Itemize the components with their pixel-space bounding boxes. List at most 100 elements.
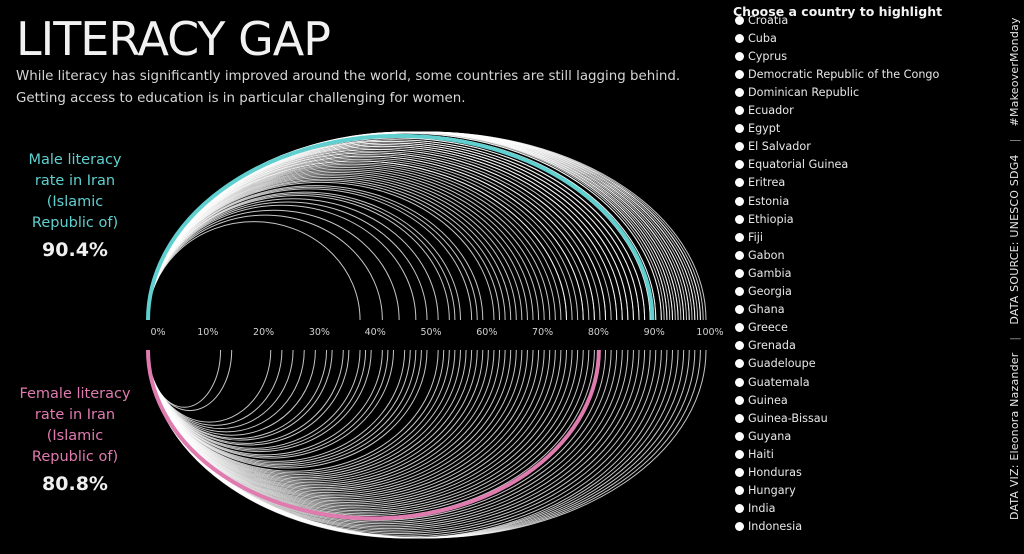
male-arc[interactable] [147, 131, 696, 321]
country-option[interactable]: Estonia [735, 192, 789, 210]
male-arc[interactable] [147, 181, 495, 321]
country-option[interactable]: Ecuador [735, 102, 794, 120]
country-option[interactable]: Hungary [735, 482, 796, 500]
country-option[interactable]: Indonesia [735, 518, 802, 536]
country-option[interactable]: El Salvador [735, 138, 811, 156]
radio-icon[interactable] [735, 504, 744, 514]
axis-tick-label: 20% [253, 327, 274, 338]
radio-icon[interactable] [735, 33, 744, 43]
country-picker: Croatia Cuba Cyprus Democratic Republic of … [733, 0, 983, 554]
country-option[interactable]: Guinea [735, 391, 788, 409]
radio-icon[interactable] [735, 341, 744, 351]
radio-icon[interactable] [735, 196, 744, 206]
country-option[interactable]: Haiti [735, 445, 774, 463]
female-arc[interactable] [147, 349, 629, 528]
country-option[interactable]: Cyprus [735, 47, 787, 65]
radio-icon[interactable] [735, 268, 744, 278]
axis-tick-label: 40% [365, 327, 386, 338]
country-option[interactable]: Fiji [735, 228, 763, 246]
male-literacy-value: 90.4% [42, 239, 108, 261]
country-option[interactable]: Gabon [735, 246, 785, 264]
radio-icon[interactable] [735, 51, 744, 61]
country-option[interactable]: Guinea-Bissau [735, 409, 828, 427]
radio-icon[interactable] [735, 178, 744, 188]
male-arc[interactable] [147, 150, 601, 321]
radio-icon[interactable] [735, 305, 744, 315]
radio-icon[interactable] [735, 377, 744, 387]
male-arc[interactable] [147, 131, 696, 321]
male-arc[interactable] [147, 176, 512, 321]
country-option[interactable]: Equatorial Guinea [735, 156, 848, 174]
male-arc[interactable] [147, 131, 665, 321]
country-option-label: Estonia [748, 194, 790, 208]
male-arc[interactable] [147, 131, 668, 321]
radio-icon[interactable] [735, 431, 744, 441]
radio-icon[interactable] [735, 232, 744, 242]
female-arc[interactable] [147, 349, 601, 520]
male-arc[interactable] [147, 131, 668, 321]
male-arc[interactable] [147, 149, 607, 321]
male-arc[interactable] [147, 142, 629, 321]
radio-icon[interactable] [735, 142, 744, 152]
male-arc[interactable] [147, 149, 607, 321]
country-option[interactable]: Ethiopia [735, 210, 794, 228]
male-arc[interactable] [147, 175, 517, 321]
male-arc[interactable] [147, 152, 595, 321]
female-literacy-label: Female literacy rate in Iran (Islamic Re… [14, 384, 136, 495]
country-option-label: Guinea [748, 393, 788, 407]
radio-icon[interactable] [735, 413, 744, 423]
country-option[interactable]: Gambia [735, 264, 792, 282]
country-option[interactable]: Georgia [735, 283, 792, 301]
female-arc[interactable] [147, 349, 668, 539]
radio-icon[interactable] [735, 287, 744, 296]
country-option[interactable]: Egypt [735, 120, 780, 138]
male-arc[interactable] [147, 173, 523, 321]
country-option[interactable]: Eritrea [735, 174, 785, 192]
female-arcs-group [146, 349, 707, 539]
radio-icon[interactable] [735, 106, 744, 115]
male-arc[interactable] [147, 152, 595, 321]
radio-icon[interactable] [735, 522, 744, 532]
radio-icon[interactable] [735, 486, 744, 496]
credit-viz: DATA VIZ: Eleonora Nazander [1008, 352, 1021, 520]
male-arc[interactable] [147, 153, 590, 321]
radio-icon[interactable] [735, 160, 744, 170]
country-option[interactable]: Democratic Republic of the Congo [735, 65, 939, 83]
radio-icon[interactable] [735, 15, 744, 25]
male-arc[interactable] [147, 142, 629, 321]
country-option[interactable]: Guatemala [735, 373, 810, 391]
radio-icon[interactable] [735, 359, 744, 369]
country-option[interactable]: Guyana [735, 427, 791, 445]
male-highlight-arc[interactable] [146, 133, 655, 321]
radio-icon[interactable] [735, 323, 744, 333]
male-arc[interactable] [147, 131, 687, 321]
female-arc[interactable] [147, 349, 523, 497]
female-arc[interactable] [147, 349, 484, 485]
country-option[interactable]: Croatia [735, 11, 788, 29]
radio-icon[interactable] [735, 395, 744, 405]
axis-ticks-group: 0% 10% 20% 30% 40% 50% 60% 70% 80% 90% 100% [150, 327, 723, 338]
radio-icon[interactable] [735, 87, 744, 97]
country-option[interactable]: Ghana [735, 301, 785, 319]
radio-icon[interactable] [735, 124, 744, 134]
country-option-label: Guyana [748, 429, 792, 443]
country-option[interactable]: Cuba [735, 29, 777, 47]
male-arc[interactable] [147, 131, 693, 321]
radio-icon[interactable] [735, 250, 744, 260]
country-option[interactable]: India [735, 500, 775, 518]
female-highlight-arc[interactable] [146, 349, 601, 521]
country-option[interactable]: Guadeloupe [735, 355, 816, 373]
country-option[interactable]: Dominican Republic [735, 83, 859, 101]
country-option[interactable]: Honduras [735, 464, 802, 482]
country-option[interactable]: Grenada [735, 337, 796, 355]
country-option-label: Haiti [748, 447, 774, 461]
country-option[interactable]: Greece [735, 319, 788, 337]
radio-icon[interactable] [735, 449, 744, 459]
country-option-label: Grenada [748, 339, 796, 353]
male-arc[interactable] [147, 185, 484, 321]
radio-icon[interactable] [735, 214, 744, 224]
subtitle: While literacy has significantly improve… [16, 66, 716, 110]
radio-icon[interactable] [735, 468, 744, 477]
female-arc[interactable] [147, 349, 696, 539]
radio-icon[interactable] [735, 69, 744, 79]
